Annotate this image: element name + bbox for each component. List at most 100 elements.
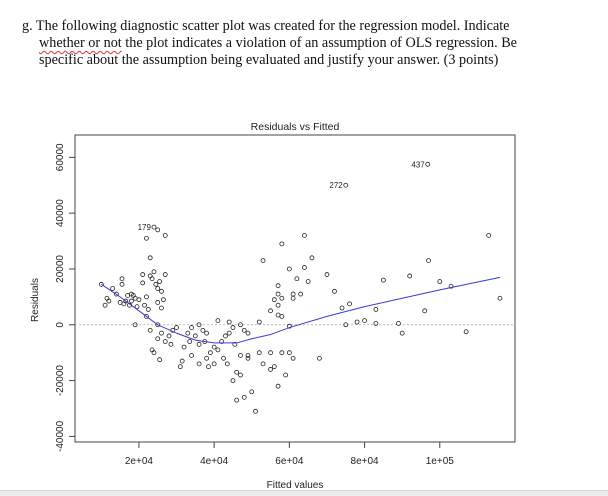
data-point xyxy=(151,269,157,275)
data-point xyxy=(224,361,230,367)
data-point xyxy=(144,235,149,241)
data-point xyxy=(230,378,236,384)
data-point xyxy=(151,224,157,230)
data-point xyxy=(373,307,379,312)
data-point xyxy=(302,265,307,270)
data-point xyxy=(129,298,134,304)
outlier-label: 272 xyxy=(329,181,343,190)
data-point xyxy=(245,355,251,361)
data-point xyxy=(187,339,193,344)
data-point xyxy=(486,233,492,238)
y-tick-label: 0 xyxy=(55,322,66,328)
data-point xyxy=(232,341,238,347)
data-point xyxy=(177,364,183,370)
data-point xyxy=(309,255,315,261)
data-point xyxy=(200,327,206,333)
data-point xyxy=(155,336,161,342)
data-point xyxy=(147,255,153,261)
data-point xyxy=(426,258,431,263)
data-point xyxy=(151,350,157,356)
outlier-label: 437 xyxy=(411,160,425,169)
data-point xyxy=(185,330,191,336)
data-point xyxy=(279,295,285,301)
data-point xyxy=(132,322,138,328)
data-point xyxy=(268,367,273,372)
data-point xyxy=(196,341,202,347)
y-tick-label: -40000 xyxy=(55,420,66,452)
data-point xyxy=(275,291,281,297)
data-point xyxy=(207,350,213,356)
data-point xyxy=(162,339,168,344)
data-point xyxy=(174,325,179,330)
data-point xyxy=(279,241,285,247)
data-point xyxy=(286,266,292,272)
data-point xyxy=(347,301,352,307)
data-point xyxy=(497,295,503,301)
data-point xyxy=(271,297,277,303)
data-point xyxy=(373,320,379,326)
data-point xyxy=(253,408,258,414)
data-point xyxy=(134,304,140,310)
data-point xyxy=(123,298,129,304)
data-point xyxy=(215,347,221,353)
x-tick-label: 8e+04 xyxy=(351,456,380,467)
data-point xyxy=(155,322,161,328)
data-point xyxy=(290,291,296,297)
data-point xyxy=(155,227,161,233)
data-point xyxy=(155,286,161,291)
data-point xyxy=(157,357,163,363)
y-tick-label: 40000 xyxy=(55,199,66,227)
data-point xyxy=(407,273,413,279)
chart-title: Residuals vs Fitted xyxy=(251,121,340,133)
data-point xyxy=(147,327,153,333)
data-point xyxy=(271,364,277,370)
data-point xyxy=(260,361,266,367)
y-tick-label: -20000 xyxy=(55,365,66,397)
x-axis-label: Fitted values xyxy=(267,480,324,491)
y-tick-label: 20000 xyxy=(55,255,66,283)
y-tick-label: 60000 xyxy=(55,143,66,171)
data-point xyxy=(196,322,202,328)
data-point xyxy=(179,358,185,364)
data-point xyxy=(157,279,163,284)
data-point xyxy=(140,272,146,277)
data-point xyxy=(234,397,240,403)
data-point xyxy=(343,322,349,328)
data-point xyxy=(294,276,300,282)
data-point xyxy=(332,288,337,294)
data-point xyxy=(324,272,330,277)
data-point xyxy=(204,355,210,361)
data-point xyxy=(268,308,273,314)
data-point xyxy=(399,330,405,336)
data-point xyxy=(211,344,217,350)
spelling-flagged-phrase: whether or not xyxy=(39,35,122,51)
data-point xyxy=(290,355,296,361)
data-point xyxy=(256,350,262,356)
data-point xyxy=(290,295,296,301)
x-tick-label: 2e+04 xyxy=(125,456,154,467)
data-point xyxy=(354,319,360,325)
data-point xyxy=(317,355,322,361)
data-point xyxy=(422,308,428,314)
data-point xyxy=(302,233,307,238)
data-point xyxy=(196,361,202,367)
data-point xyxy=(437,279,443,284)
data-point xyxy=(256,319,262,325)
data-point xyxy=(221,355,226,361)
data-point xyxy=(204,330,210,336)
data-point xyxy=(192,333,198,339)
data-point xyxy=(279,314,285,319)
question-line-3: specific about the assumption being eval… xyxy=(39,52,499,68)
data-point xyxy=(166,333,172,339)
data-point xyxy=(162,272,168,277)
data-point xyxy=(286,323,292,329)
data-point xyxy=(268,350,273,356)
data-point xyxy=(119,281,125,287)
data-point xyxy=(145,307,151,312)
data-point xyxy=(140,280,146,286)
data-point xyxy=(211,361,217,367)
data-point xyxy=(241,394,247,400)
question-line-2-rest: the plot indicates a violation of an ass… xyxy=(121,35,517,51)
data-point xyxy=(159,288,164,294)
